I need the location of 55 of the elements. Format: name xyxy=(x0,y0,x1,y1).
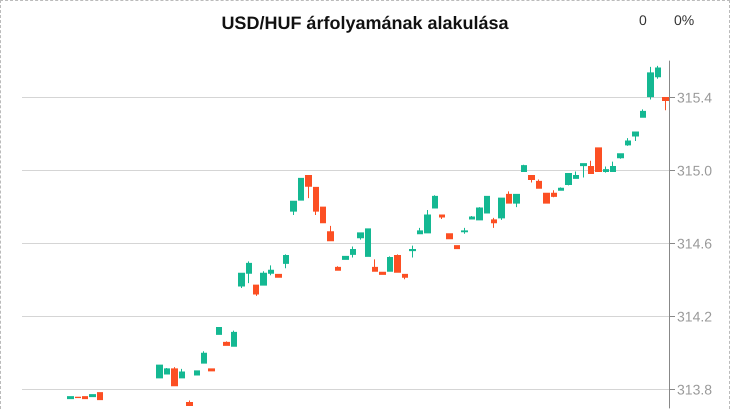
candlestick xyxy=(186,400,193,406)
candlestick xyxy=(201,350,207,364)
candlestick xyxy=(617,153,624,160)
candlestick xyxy=(498,198,505,220)
candlestick xyxy=(536,179,542,189)
candlestick xyxy=(298,178,304,201)
candlestick xyxy=(558,186,564,191)
candlestick xyxy=(491,217,497,228)
text: 0 xyxy=(639,12,647,28)
candlestick xyxy=(208,368,215,372)
candlestick xyxy=(461,227,468,234)
candlestick xyxy=(290,200,297,216)
chart-title: USD/HUF árfolyamának alakulása xyxy=(221,13,510,33)
candlestick xyxy=(283,254,289,269)
candlestick xyxy=(521,164,527,172)
candlestick xyxy=(342,256,349,260)
candlestick xyxy=(513,194,520,208)
candlestick xyxy=(97,392,103,400)
y-tick-label: 315.4 xyxy=(677,90,712,106)
y-tick-label: 314.6 xyxy=(677,236,712,252)
candlestick xyxy=(350,246,356,258)
candlestick xyxy=(394,254,401,273)
candlestick xyxy=(387,256,393,272)
candlestick xyxy=(305,175,312,199)
candlestick xyxy=(179,368,185,378)
candlestick xyxy=(454,245,460,250)
candlestick xyxy=(432,194,438,209)
candlestick xyxy=(372,258,378,272)
candlestick xyxy=(409,245,416,258)
candlestick xyxy=(275,274,282,278)
candlestick xyxy=(528,175,535,183)
candlestick xyxy=(253,284,259,296)
candlestick xyxy=(632,132,639,142)
candlestick xyxy=(580,163,587,178)
y-tick-label: 314.2 xyxy=(677,308,712,325)
candlestick xyxy=(89,394,96,398)
candlestick xyxy=(640,108,646,118)
candlestick xyxy=(439,214,445,220)
candlestick xyxy=(446,233,453,240)
candlestick xyxy=(171,366,178,386)
candlestick xyxy=(662,97,669,111)
candlestick xyxy=(231,330,237,347)
text: 0% xyxy=(674,12,694,28)
candlestick xyxy=(506,190,512,204)
candlestick xyxy=(194,370,200,376)
candlestick xyxy=(67,396,74,400)
y-tick-label: 313.8 xyxy=(677,382,712,398)
candlestick xyxy=(379,272,386,275)
candlestick xyxy=(402,274,408,280)
candlestick xyxy=(335,266,341,271)
candlestick xyxy=(223,340,230,346)
candlestick xyxy=(327,225,334,242)
candlestick xyxy=(216,326,222,335)
y-tick-label: 315.0 xyxy=(677,162,712,179)
candlestick xyxy=(625,138,631,146)
